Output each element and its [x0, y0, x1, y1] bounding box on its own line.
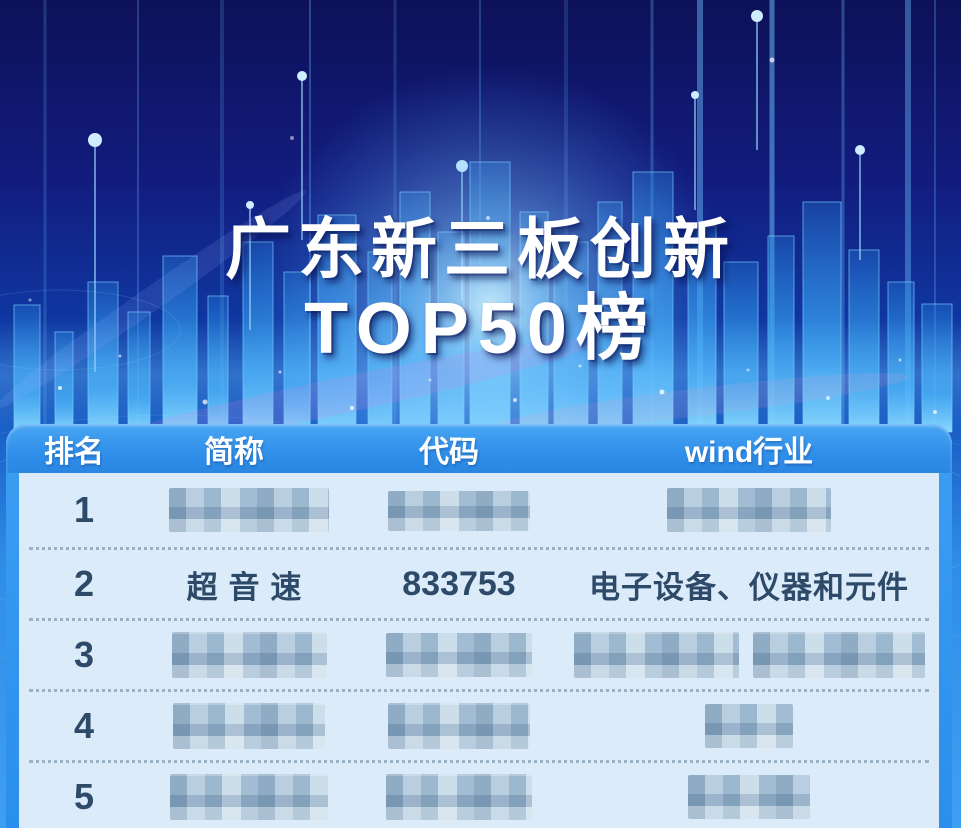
- industry-cell: 电子设备、仪器和元件: [589, 569, 909, 605]
- table-row: 5: [29, 763, 929, 828]
- industry-cell: [569, 775, 929, 819]
- redacted-industry-group: [569, 632, 929, 678]
- name-cell: [139, 632, 349, 678]
- rank-cell: 5: [73, 776, 95, 817]
- redacted-code: [386, 774, 532, 820]
- code-cell: [349, 774, 569, 820]
- redacted-name: [170, 774, 329, 820]
- redacted-code: [386, 633, 532, 677]
- col-header-name: 简称: [204, 435, 264, 469]
- name-cell: [139, 488, 349, 532]
- rank-cell: 2: [73, 563, 95, 604]
- industry-cell: [569, 488, 929, 532]
- table-header-row: 排名 简称 代码 wind行业: [6, 424, 952, 473]
- page-title: 广东新三板创新 TOP50榜: [0, 212, 961, 370]
- table-row: 4: [29, 692, 929, 763]
- table-row: 2 超音速 833753 电子设备、仪器和元件: [29, 550, 929, 621]
- name-cell: [139, 703, 349, 749]
- horizon-glow-band: [0, 320, 961, 430]
- table-row: 3: [29, 621, 929, 692]
- redacted-industry: [705, 704, 793, 748]
- code-cell: [349, 703, 569, 749]
- page-title-line2: TOP50榜: [304, 289, 657, 370]
- code-cell: 833753: [402, 564, 516, 603]
- redacted-industry: [688, 775, 810, 819]
- col-header-rank: 排名: [44, 435, 104, 469]
- redacted-code: [388, 703, 530, 749]
- redacted-name: [173, 703, 326, 749]
- industry-cell: [569, 632, 929, 678]
- industry-cell: [569, 704, 929, 748]
- redacted-industry: [752, 632, 925, 678]
- code-cell: [349, 633, 569, 677]
- name-cell: [139, 774, 349, 820]
- sparkle-dots: [28, 57, 937, 414]
- rank-cell: 4: [73, 705, 95, 746]
- table-row: 1: [29, 473, 929, 550]
- rank-cell: 3: [73, 634, 95, 675]
- page-title-line1: 广东新三板创新: [225, 212, 736, 286]
- redacted-name: [171, 632, 327, 678]
- redacted-code: [388, 490, 530, 531]
- col-header-code: 代码: [419, 435, 479, 469]
- col-header-industry: wind行业: [684, 435, 814, 469]
- redacted-name: [169, 488, 330, 532]
- name-cell: 超音速: [186, 569, 313, 605]
- redacted-industry: [667, 488, 831, 532]
- table-body: 1 2 超音速 833753 电子设备、仪器和元件 3: [19, 473, 939, 828]
- code-cell: [349, 489, 569, 531]
- ranking-table: 排名 简称 代码 wind行业 1 2 超音速 833753 电子设备、仪器和元…: [6, 424, 952, 828]
- rank-cell: 1: [73, 489, 95, 530]
- redacted-industry: [573, 632, 739, 678]
